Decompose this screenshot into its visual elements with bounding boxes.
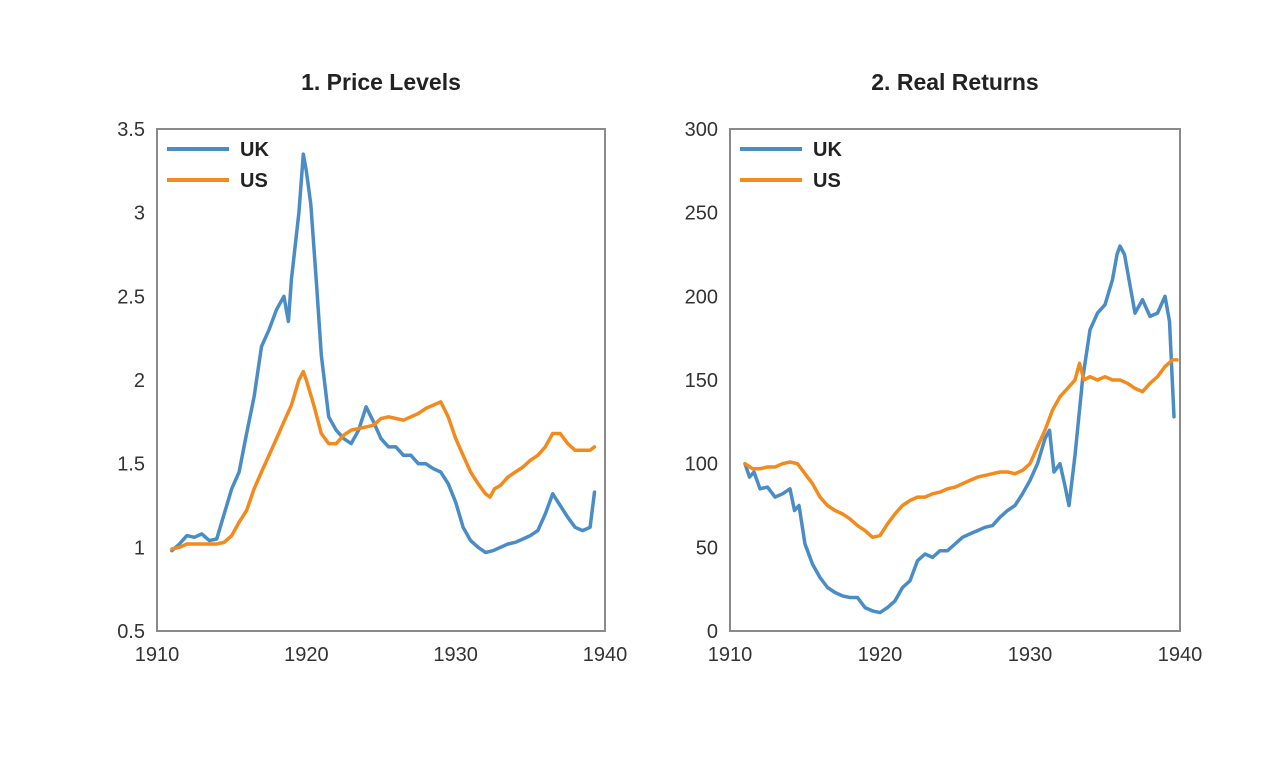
legend-label-uk: UK (813, 139, 842, 161)
y-tick-label: 0 (707, 621, 718, 643)
y-tick-label: 100 (685, 454, 718, 476)
y-tick-label: 250 (685, 203, 718, 225)
series-line-uk (743, 244, 1176, 615)
y-tick-label: 2.5 (117, 286, 145, 308)
y-tick-label: 1 (134, 537, 145, 559)
y-tick-label: 50 (696, 537, 718, 559)
legend-label-uk: UK (240, 139, 269, 161)
x-tick-label: 1910 (135, 644, 180, 666)
y-tick-label: 300 (685, 119, 718, 141)
x-tick-label: 1920 (284, 644, 329, 666)
x-tick-label: 1920 (858, 644, 903, 666)
legend-label-us: US (813, 170, 841, 192)
x-tick-label: 1940 (1158, 644, 1203, 666)
x-tick-label: 1930 (433, 644, 478, 666)
y-tick-label: 200 (685, 286, 718, 308)
y-tick-label: 3.5 (117, 119, 145, 141)
y-tick-label: 3 (134, 203, 145, 225)
chart-1-title: 1. Price Levels (301, 69, 461, 95)
chart-2-svg: 2. Real Returns 0 50 100 150 200 250 300 1910 192… (685, 69, 1203, 666)
y-tick-label: 0.5 (117, 621, 145, 643)
y-tick-label: 1.5 (117, 454, 145, 476)
chart-2-plot-frame (729, 128, 1181, 632)
series-line-uk (170, 152, 597, 555)
chart-2-title: 2. Real Returns (871, 69, 1038, 95)
legend-label-us: US (240, 170, 268, 192)
x-tick-label: 1930 (1008, 644, 1053, 666)
x-tick-label: 1910 (708, 644, 753, 666)
x-tick-label: 1940 (583, 644, 628, 666)
real-returns-chart-panel: 2. Real Returns 0 50 100 150 200 250 300 1910 192… (620, 60, 1220, 700)
chart-1-plot-frame (156, 128, 606, 632)
series-line-us (170, 369, 597, 551)
price-levels-chart-panel: 1. Price Levels 0.5 1 1.5 2 2.5 3 3.5 1910 1920 19… (30, 60, 630, 700)
chart-1-svg: 1. Price Levels 0.5 1 1.5 2 2.5 3 3.5 1910 1920 19… (117, 69, 628, 666)
y-tick-label: 2 (134, 370, 145, 392)
series-line-us (743, 358, 1179, 540)
y-tick-label: 150 (685, 370, 718, 392)
